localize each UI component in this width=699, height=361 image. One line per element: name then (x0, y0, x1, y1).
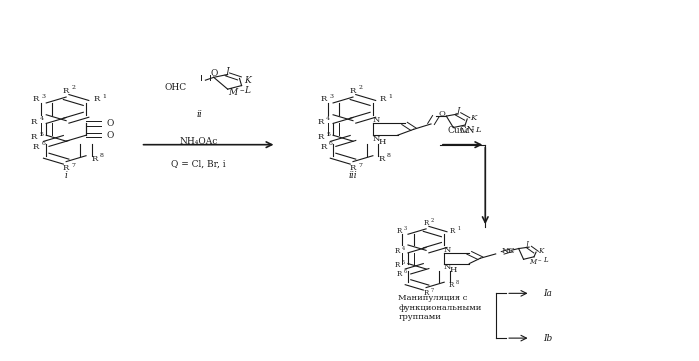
Text: –: – (470, 125, 474, 133)
Text: 5: 5 (401, 260, 405, 265)
Text: 7: 7 (72, 163, 75, 168)
Text: R: R (63, 164, 69, 172)
Text: K: K (470, 114, 477, 122)
Text: 8: 8 (456, 280, 459, 285)
Text: R: R (350, 87, 356, 95)
Text: 3: 3 (403, 226, 407, 231)
Text: R: R (94, 95, 99, 103)
Text: 8: 8 (387, 153, 391, 158)
Text: 1: 1 (388, 94, 392, 99)
Text: K: K (538, 247, 544, 256)
Text: N: N (373, 135, 380, 143)
Text: NH₄OAc: NH₄OAc (179, 137, 217, 146)
Text: N: N (443, 263, 451, 271)
Text: M: M (229, 88, 238, 97)
Text: R: R (424, 289, 428, 297)
Text: Ib: Ib (543, 334, 552, 343)
Text: 8: 8 (100, 153, 104, 158)
Text: 3: 3 (329, 94, 333, 99)
Text: R: R (450, 227, 455, 235)
Text: R: R (320, 143, 326, 151)
Text: O: O (106, 119, 113, 128)
Text: L: L (475, 126, 480, 134)
Text: R: R (350, 164, 356, 172)
Text: 4: 4 (401, 247, 405, 251)
Text: J: J (226, 67, 229, 76)
Text: R: R (320, 95, 326, 103)
Text: iii: iii (349, 171, 357, 180)
Text: J: J (456, 106, 460, 114)
Text: R: R (449, 281, 454, 289)
Text: 7: 7 (431, 288, 434, 293)
Text: R: R (396, 270, 401, 278)
Text: R: R (378, 155, 384, 162)
Text: R: R (33, 143, 39, 151)
Text: 6: 6 (403, 269, 407, 274)
Text: O: O (210, 69, 217, 78)
Text: N: N (443, 245, 451, 254)
Text: R: R (394, 261, 400, 269)
Text: –: – (538, 256, 541, 264)
Text: O: O (438, 110, 445, 118)
Text: R: R (92, 155, 98, 162)
Text: R: R (396, 227, 401, 235)
Text: N: N (373, 116, 380, 124)
Text: –: – (239, 86, 244, 95)
Text: J: J (526, 240, 528, 248)
Text: M: M (529, 258, 536, 266)
Text: R: R (317, 118, 324, 126)
Text: 1: 1 (457, 226, 461, 231)
Text: 5: 5 (326, 132, 330, 137)
Text: 2: 2 (359, 85, 363, 90)
Text: 2: 2 (431, 218, 434, 223)
Text: Q = Cl, Br, i: Q = Cl, Br, i (171, 160, 226, 169)
Text: O: O (106, 131, 113, 140)
Text: R: R (317, 133, 324, 141)
Text: R: R (33, 95, 39, 103)
Text: R: R (394, 247, 400, 256)
Text: 4: 4 (39, 116, 43, 121)
Text: Ia: Ia (544, 289, 552, 298)
Text: 7: 7 (359, 163, 363, 168)
Text: 1: 1 (102, 94, 106, 99)
Text: R: R (31, 133, 37, 141)
Text: 6: 6 (41, 142, 45, 147)
Text: M: M (459, 127, 468, 135)
Text: L: L (543, 256, 547, 264)
Text: H: H (379, 138, 387, 146)
Text: R: R (63, 87, 69, 95)
Text: ii: ii (197, 110, 203, 119)
Text: R: R (380, 95, 386, 103)
Text: 5: 5 (39, 132, 43, 137)
Text: L: L (244, 86, 250, 95)
Text: 6: 6 (329, 142, 333, 147)
Text: K: K (244, 77, 250, 86)
Text: 3: 3 (41, 94, 45, 99)
Text: H: H (449, 266, 457, 274)
Text: CuCN: CuCN (447, 126, 475, 135)
Text: i: i (65, 171, 68, 180)
Text: 2: 2 (72, 85, 75, 90)
Text: OHC: OHC (164, 83, 187, 92)
Text: 4: 4 (326, 116, 330, 121)
Text: R: R (31, 118, 37, 126)
Text: NC: NC (501, 247, 515, 255)
Text: R: R (424, 219, 428, 227)
Text: Манипуляция с
функциональными
группами: Манипуляция с функциональными группами (398, 295, 482, 321)
